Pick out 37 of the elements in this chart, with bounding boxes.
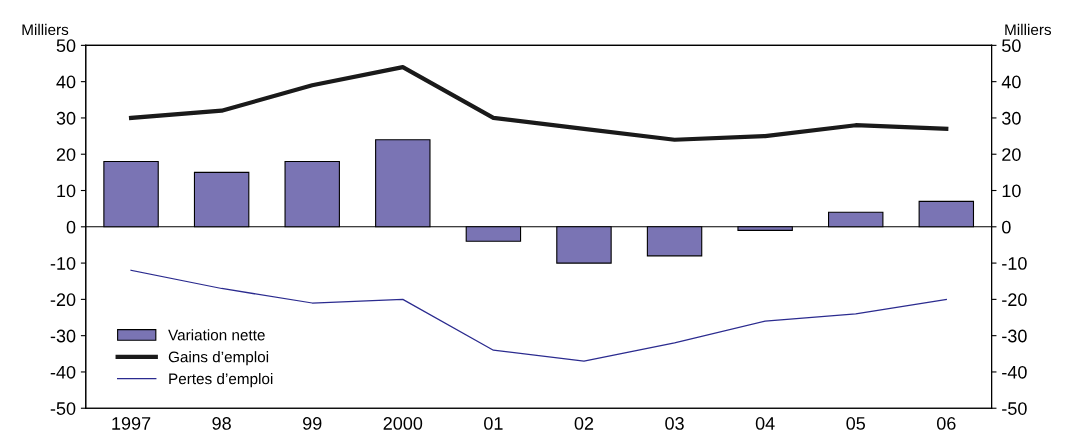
y2-axis-title: Milliers xyxy=(1005,23,1052,36)
y2-tick-label: -30 xyxy=(1002,329,1027,343)
y2-tick-label: -10 xyxy=(1002,257,1027,270)
y-tick-label: -40 xyxy=(50,365,76,379)
x-tick-label: 06 xyxy=(936,417,956,430)
y2-tick-label: -50 xyxy=(1002,402,1027,415)
y2-tick-label: 30 xyxy=(1002,111,1021,125)
y-tick-label: 40 xyxy=(56,75,76,89)
y-tick-label: 50 xyxy=(56,39,76,53)
x-tick-label: 03 xyxy=(665,417,684,430)
y2-tick-label: 50 xyxy=(1002,39,1021,53)
y2-tick-label: 0 xyxy=(1002,220,1011,234)
y2-tick-label: 10 xyxy=(1002,184,1021,198)
y-tick-label: -20 xyxy=(50,293,76,307)
y2-tick-label: 20 xyxy=(1002,148,1021,161)
x-tick-label: 1997 xyxy=(112,417,151,430)
legend-label: Gains d’emploi xyxy=(168,351,269,366)
y-tick-label: 0 xyxy=(66,220,76,234)
y2-tick-label: -20 xyxy=(1002,293,1027,307)
y2-tick-label: -40 xyxy=(1002,365,1027,379)
legend-label: Variation nette xyxy=(168,329,265,341)
y-tick-label: 10 xyxy=(57,184,76,198)
x-tick-label: 02 xyxy=(574,417,594,430)
legend-label: Pertes d’emploi xyxy=(169,372,273,388)
y-tick-label: -10 xyxy=(50,257,76,270)
y-tick-label: 30 xyxy=(56,111,76,125)
x-tick-label: 99 xyxy=(303,417,322,430)
x-tick-label: 98 xyxy=(212,417,231,430)
y-axis-title: Milliers xyxy=(22,23,69,36)
y-tick-label: -50 xyxy=(50,402,76,415)
x-tick-label: 04 xyxy=(755,417,775,430)
x-tick-label: 01 xyxy=(484,417,503,430)
x-tick-label: 05 xyxy=(846,417,866,430)
x-tick-label: 2000 xyxy=(383,417,423,430)
y-tick-label: 20 xyxy=(56,148,76,161)
y2-tick-label: 40 xyxy=(1001,75,1021,89)
y-tick-label: -30 xyxy=(50,329,76,343)
